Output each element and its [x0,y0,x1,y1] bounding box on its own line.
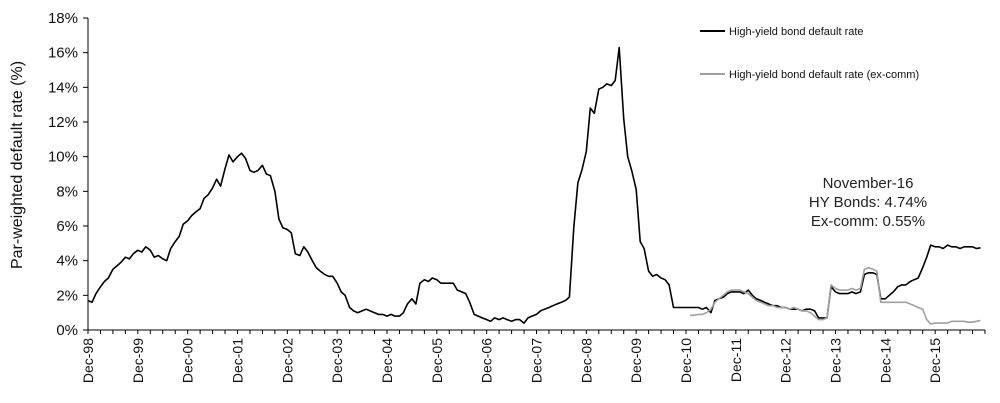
x-tick-label: Dec-11 [728,338,744,382]
x-tick-label: Dec-07 [529,338,545,383]
y-tick-label: 8% [56,183,78,200]
latest-value-annotation: November-16 HY Bonds: 4.74% Ex-comm: 0.5… [809,175,927,230]
x-tick-label: Dec-12 [778,338,794,383]
y-tick-label: 0% [56,322,78,339]
annotation-excomm: Ex-comm: 0.55% [811,213,925,230]
y-tick-label: 2% [56,287,78,304]
series-layer [87,46,981,325]
x-tick-label: Dec-09 [628,338,644,383]
y-tick-label: 12% [48,114,78,131]
y-axis-title: Par-weighted default rate (%) [9,61,26,269]
y-tick-label: 14% [48,79,78,96]
x-tick-label: Dec-00 [180,338,196,383]
annotation-hy: HY Bonds: 4.74% [809,194,927,211]
x-tick-label: Dec-08 [578,338,594,383]
annotation-date: November-16 [823,175,914,192]
y-tick-label: 10% [48,149,78,166]
x-tick-label: Dec-99 [130,338,146,383]
legend: High-yield bond default rate High-yield … [700,26,919,81]
x-axis: Dec-98 Dec-99 Dec-00 Dec-01 Dec-02 Dec-03 Dec-… [80,330,986,383]
x-tick-label: Dec-06 [479,338,495,383]
y-axis: 0% 2% 4% 6% 8% 10% 12% 14% 16% 18% [48,10,88,339]
y-tick-label: 4% [56,253,78,270]
legend-label-hy: High-yield bond default rate [729,26,864,38]
y-tick-label: 18% [48,10,78,27]
y-tick-label: 6% [56,218,78,235]
x-tick-label: Dec-02 [279,338,295,383]
x-tick-label: Dec-15 [927,338,943,383]
x-tick-label: Dec-14 [877,338,893,383]
x-tick-label: Dec-01 [230,338,246,383]
y-tick-label: 16% [48,45,78,62]
x-tick-label: Dec-04 [379,338,395,383]
series-line-hy [87,46,981,324]
series-line-excomm [690,266,981,325]
x-tick-label: Dec-05 [429,338,445,383]
x-tick-label: Dec-03 [329,338,345,383]
x-tick-label: Dec-98 [80,338,96,383]
legend-label-excomm: High-yield bond default rate (ex-comm) [729,69,919,81]
x-tick-label: Dec-13 [828,338,844,383]
x-tick-label: Dec-10 [678,338,694,383]
